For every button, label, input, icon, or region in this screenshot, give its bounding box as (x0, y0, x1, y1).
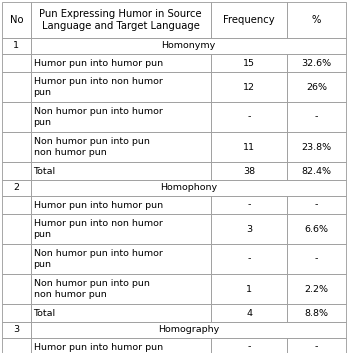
Bar (211, 72, 287, 102)
Bar (211, 214, 287, 244)
Text: 8.8%: 8.8% (305, 309, 329, 317)
Text: -: - (315, 201, 318, 209)
Bar (31, 132, 211, 162)
Bar (2, 2, 31, 38)
Bar (2, 38, 31, 54)
Bar (287, 54, 346, 72)
Bar (211, 54, 287, 72)
Text: -: - (315, 113, 318, 121)
Bar (31, 72, 211, 102)
Bar (31, 102, 211, 132)
Text: Homonymy: Homonymy (161, 42, 215, 50)
Bar (211, 338, 287, 353)
Text: -: - (315, 255, 318, 263)
Text: Homography: Homography (158, 325, 219, 335)
Text: 2.2%: 2.2% (305, 285, 329, 293)
Bar (287, 102, 346, 132)
Bar (2, 244, 31, 274)
Bar (287, 304, 346, 322)
Bar (2, 162, 31, 180)
Bar (287, 72, 346, 102)
Text: Humor pun into humor pun: Humor pun into humor pun (33, 201, 163, 209)
Text: No: No (9, 15, 23, 25)
Text: 2: 2 (13, 184, 19, 192)
Text: 26%: 26% (306, 83, 327, 91)
Bar (287, 162, 346, 180)
Text: 23.8%: 23.8% (302, 143, 332, 151)
Text: 38: 38 (243, 167, 255, 175)
Bar (2, 338, 31, 353)
Text: Non humor pun into humor
pun: Non humor pun into humor pun (33, 249, 163, 269)
Text: 15: 15 (243, 59, 255, 67)
Text: 3: 3 (246, 225, 252, 233)
Bar (211, 244, 287, 274)
Text: Non humor pun into humor
pun: Non humor pun into humor pun (33, 107, 163, 127)
Bar (2, 72, 31, 102)
Bar (31, 162, 211, 180)
Text: Non humor pun into pun
non humor pun: Non humor pun into pun non humor pun (33, 279, 149, 299)
Bar (2, 214, 31, 244)
Text: 6.6%: 6.6% (305, 225, 329, 233)
Text: 11: 11 (243, 143, 255, 151)
Bar (31, 214, 211, 244)
Bar (2, 274, 31, 304)
Text: 32.6%: 32.6% (302, 59, 332, 67)
Bar (31, 54, 211, 72)
Bar (211, 2, 287, 38)
Bar (287, 214, 346, 244)
Bar (211, 274, 287, 304)
Text: Humor pun into non humor
pun: Humor pun into non humor pun (33, 219, 163, 239)
Bar (2, 54, 31, 72)
Text: Humor pun into non humor
pun: Humor pun into non humor pun (33, 77, 163, 97)
Bar (2, 180, 31, 196)
Bar (2, 196, 31, 214)
Text: Non humor pun into pun
non humor pun: Non humor pun into pun non humor pun (33, 137, 149, 157)
Text: 12: 12 (243, 83, 255, 91)
Text: Frequency: Frequency (223, 15, 275, 25)
Bar (211, 102, 287, 132)
Bar (211, 162, 287, 180)
Bar (31, 304, 211, 322)
Text: -: - (315, 342, 318, 352)
Bar (31, 38, 346, 54)
Bar (31, 274, 211, 304)
Text: 3: 3 (13, 325, 19, 335)
Bar (31, 338, 211, 353)
Text: Total: Total (33, 309, 56, 317)
Text: 1: 1 (13, 42, 19, 50)
Text: 4: 4 (246, 309, 252, 317)
Text: Pun Expressing Humor in Source
Language and Target Language: Pun Expressing Humor in Source Language … (39, 9, 202, 31)
Bar (287, 196, 346, 214)
Text: Humor pun into humor pun: Humor pun into humor pun (33, 59, 163, 67)
Text: -: - (247, 201, 251, 209)
Bar (211, 196, 287, 214)
Bar (31, 180, 346, 196)
Bar (31, 2, 211, 38)
Text: %: % (312, 15, 321, 25)
Bar (31, 322, 346, 338)
Text: 82.4%: 82.4% (302, 167, 332, 175)
Bar (287, 338, 346, 353)
Bar (2, 102, 31, 132)
Text: Homophony: Homophony (160, 184, 217, 192)
Bar (31, 196, 211, 214)
Bar (211, 304, 287, 322)
Bar (287, 274, 346, 304)
Bar (2, 304, 31, 322)
Text: Total: Total (33, 167, 56, 175)
Bar (287, 132, 346, 162)
Bar (2, 132, 31, 162)
Text: 1: 1 (246, 285, 252, 293)
Bar (287, 2, 346, 38)
Bar (31, 244, 211, 274)
Bar (211, 132, 287, 162)
Text: -: - (247, 255, 251, 263)
Text: -: - (247, 113, 251, 121)
Bar (2, 322, 31, 338)
Text: -: - (247, 342, 251, 352)
Bar (287, 244, 346, 274)
Text: Humor pun into humor pun: Humor pun into humor pun (33, 342, 163, 352)
